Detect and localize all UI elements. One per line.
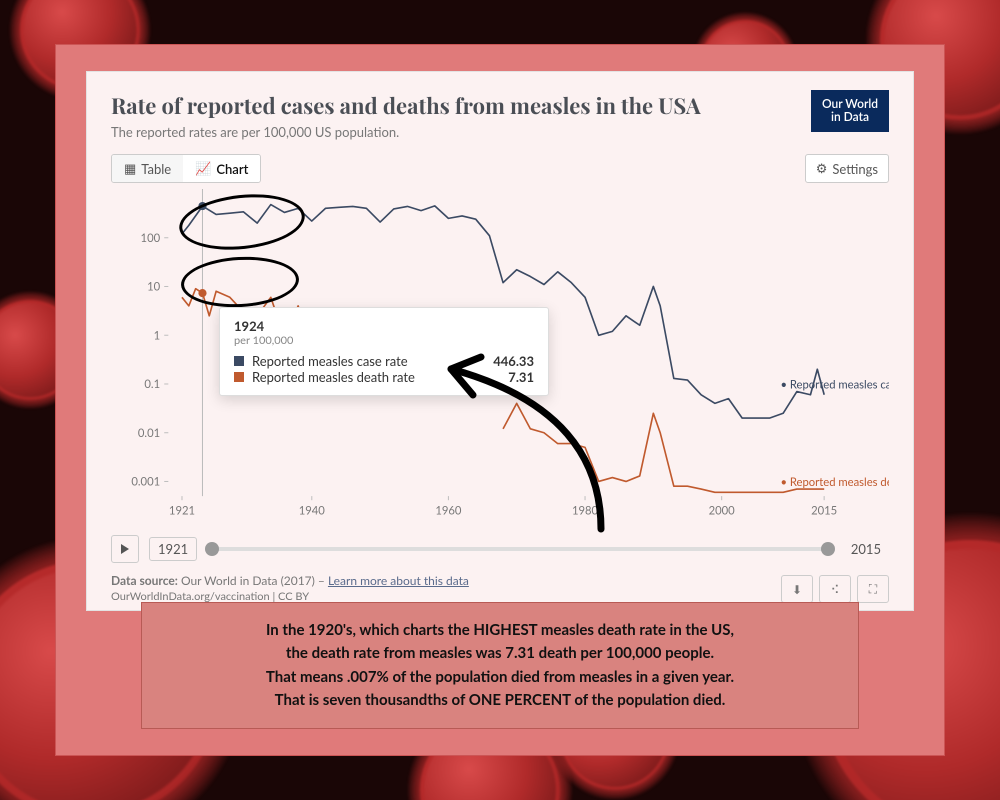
play-button[interactable]: [111, 535, 139, 563]
table-icon: ▦: [124, 160, 136, 177]
annotation-box: In the 1920's, which charts the HIGHEST …: [141, 602, 859, 729]
svg-text:1940: 1940: [299, 505, 326, 518]
frame: Rate of reported cases and deaths from m…: [55, 44, 945, 756]
chart-subtitle: The reported rates are per 100,000 US po…: [111, 124, 701, 140]
play-icon: [120, 544, 130, 554]
svg-text:100: 100: [141, 232, 161, 245]
timeline-start[interactable]: 1921: [149, 537, 197, 561]
slider-handle-end[interactable]: [821, 542, 835, 556]
svg-text:2015: 2015: [811, 505, 837, 518]
tab-chart-label: Chart: [216, 161, 248, 177]
settings-label: Settings: [832, 161, 878, 177]
svg-text:0.01: 0.01: [138, 427, 160, 440]
chart-area: 0.0010.010.11101001921194019601980200020…: [111, 189, 889, 529]
tab-group: ▦ Table 📈 Chart: [111, 154, 261, 183]
source-name: Our World in Data (2017): [181, 573, 315, 588]
svg-text:0.001: 0.001: [131, 476, 160, 489]
download-icon: ⬇: [792, 582, 802, 597]
logo-line-2: in Data: [831, 111, 869, 124]
share-icon: ⠪: [831, 582, 840, 597]
owid-logo[interactable]: Our World in Data: [811, 90, 889, 132]
svg-text:0.1: 0.1: [144, 378, 160, 391]
settings-button[interactable]: ⚙ Settings: [805, 154, 889, 183]
share-button[interactable]: ⠪: [819, 575, 851, 603]
chart-icon: 📈: [195, 160, 211, 177]
svg-text:10: 10: [147, 281, 161, 294]
chart-title: Rate of reported cases and deaths from m…: [111, 90, 701, 120]
tab-chart[interactable]: 📈 Chart: [183, 155, 260, 182]
download-button[interactable]: ⬇: [781, 575, 813, 603]
annotation-arrow: [411, 339, 631, 539]
svg-text:1921: 1921: [169, 505, 195, 518]
tab-table[interactable]: ▦ Table: [112, 155, 183, 182]
svg-text:2000: 2000: [709, 505, 736, 518]
fullscreen-icon: ⛶: [869, 581, 877, 597]
fullscreen-button[interactable]: ⛶: [857, 575, 889, 603]
timeline: 1921 2015: [111, 535, 889, 563]
learn-more-link[interactable]: Learn more about this data: [328, 573, 469, 588]
tooltip-year: 1924: [234, 318, 534, 334]
svg-text:• Reported measles case rate: • Reported measles case rate: [780, 379, 889, 392]
chart-card: Rate of reported cases and deaths from m…: [86, 71, 914, 611]
timeline-slider[interactable]: [207, 547, 833, 551]
slider-handle-start[interactable]: [205, 542, 219, 556]
gear-icon: ⚙: [816, 160, 828, 177]
footer-credits: Data source: Our World in Data (2017) – …: [111, 573, 469, 603]
tab-table-label: Table: [141, 161, 171, 177]
timeline-end: 2015: [843, 538, 889, 560]
svg-text:1: 1: [154, 329, 161, 342]
svg-text:• Reported measles death rate: • Reported measles death rate: [780, 476, 889, 489]
source-prefix: Data source:: [111, 573, 178, 588]
